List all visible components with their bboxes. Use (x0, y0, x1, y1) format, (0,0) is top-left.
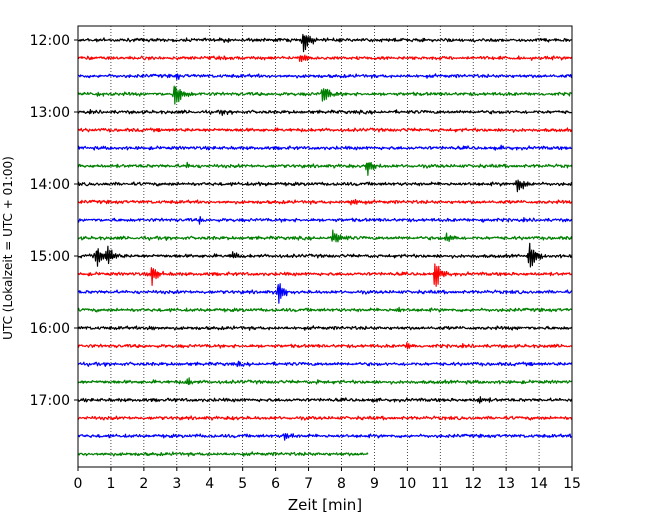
x-tick-label-4: 4 (205, 476, 214, 492)
x-axis-ticks: 0 1 2 3 4 5 6 7 8 9 10 11 12 13 14 15 (74, 467, 581, 492)
y-tick-label-15:00: 15:00 (30, 249, 70, 265)
trace-1315 (77, 127, 573, 133)
y-tick-label-13:00: 13:00 (30, 105, 70, 121)
trace-1430 (77, 216, 573, 225)
x-tick-label-14: 14 (530, 476, 548, 492)
x-tick-label-13: 13 (497, 476, 515, 492)
x-tick-label-7: 7 (304, 476, 313, 492)
trace-1600 (77, 325, 573, 331)
trace-1515 (77, 263, 573, 287)
trace-1330 (77, 144, 573, 151)
x-tick-label-10: 10 (398, 476, 416, 492)
x-tick-label-12: 12 (464, 476, 482, 492)
trace-1300 (77, 109, 573, 117)
trace-1230 (77, 73, 573, 81)
trace-1630 (77, 360, 573, 368)
x-axis-label: Zeit [min] (288, 496, 362, 514)
x-tick-label-0: 0 (74, 476, 83, 492)
trace-1530 (77, 283, 573, 304)
x-tick-label-15: 15 (563, 476, 581, 492)
x-tick-label-11: 11 (431, 476, 449, 492)
trace-1215 (77, 54, 573, 63)
trace-1545 (77, 306, 573, 313)
trace-1730 (77, 433, 573, 441)
y-axis-label: UTC (Lokalzeit = UTC + 01:00) (1, 156, 15, 340)
trace-1245 (77, 85, 573, 105)
plot-frame (77, 25, 573, 468)
trace-1415 (77, 198, 573, 206)
trace-1700 (77, 396, 573, 404)
x-tick-label-8: 8 (337, 476, 346, 492)
x-tick-label-6: 6 (271, 476, 280, 492)
trace-1715 (77, 415, 573, 421)
x-tick-label-5: 5 (238, 476, 247, 492)
trace-1400 (77, 179, 573, 193)
trace-1345 (77, 161, 573, 176)
seismogram-traces (77, 33, 573, 457)
trace-1500 (77, 242, 573, 268)
x-tick-label-3: 3 (172, 476, 181, 492)
trace-1445 (77, 229, 573, 243)
trace-1745 (77, 451, 369, 457)
y-tick-label-12:00: 12:00 (30, 33, 70, 49)
trace-1200 (77, 33, 573, 53)
x-tick-label-9: 9 (370, 476, 379, 492)
trace-1615 (77, 342, 573, 350)
y-tick-label-17:00: 17:00 (30, 393, 70, 409)
y-tick-label-16:00: 16:00 (30, 321, 70, 337)
y-axis-ticks: 12:00 13:00 14:00 15:00 16:00 17:00 (30, 33, 78, 409)
x-tick-label-2: 2 (139, 476, 148, 492)
x-tick-label-1: 1 (106, 476, 115, 492)
trace-1645 (77, 377, 573, 386)
y-tick-label-14:00: 14:00 (30, 177, 70, 193)
